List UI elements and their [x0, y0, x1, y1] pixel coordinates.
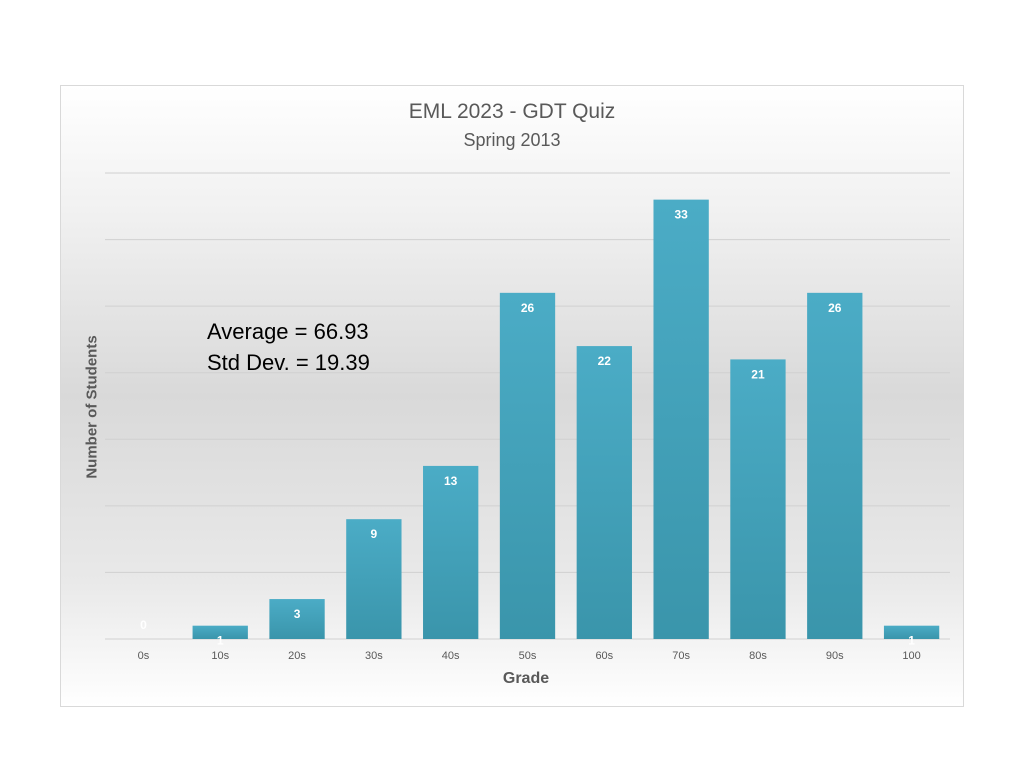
bar-100	[883, 625, 940, 639]
x-tick-label: 40s	[442, 650, 460, 662]
bar-20s	[269, 599, 325, 639]
data-label-100: 1	[908, 634, 915, 648]
bar-30s	[346, 519, 402, 639]
x-tick-label: 90s	[826, 650, 844, 662]
x-tick-label: 100	[902, 650, 920, 662]
bar-60s	[576, 346, 632, 639]
data-label-30s: 9	[371, 527, 378, 541]
data-label-80s: 21	[751, 367, 765, 381]
chart-title: EML 2023 - GDT Quiz	[408, 100, 616, 123]
data-label-40s: 13	[444, 474, 458, 488]
x-tick-label: 50s	[519, 650, 537, 662]
average-annotation: Average = 66.93	[207, 319, 369, 344]
bar-80s	[730, 359, 786, 639]
data-label-50s: 26	[521, 301, 535, 315]
x-axis-label: Grade	[502, 670, 550, 687]
chart-subtitle: Spring 2013	[463, 130, 561, 150]
bar-10s	[192, 625, 248, 639]
x-tick-label: 70s	[672, 650, 690, 662]
data-label-90s: 26	[828, 301, 842, 315]
x-tick-label: 0s	[138, 650, 150, 662]
bar-50s	[499, 292, 556, 639]
x-tick-label: 10s	[211, 650, 229, 662]
bar-70s	[653, 199, 709, 639]
x-tick-label: 30s	[365, 650, 383, 662]
data-label-20s: 3	[294, 607, 301, 621]
bars: 0 0s 1 10s 3 20s 9 30s 13 40s 26 50s 22 60s 33 70s 21 80s…	[138, 199, 940, 662]
x-tick-label: 80s	[749, 650, 767, 662]
x-tick-label: 60s	[595, 650, 613, 662]
bar-40s	[423, 465, 479, 639]
bar-90s	[807, 292, 863, 639]
std-dev-annotation: Std Dev. = 19.39	[207, 350, 370, 375]
chart-area: EML 2023 - GDT Quiz Spring 2013 Number o…	[60, 85, 964, 707]
data-label-10s: 1	[217, 634, 224, 648]
x-tick-label: 20s	[288, 650, 306, 662]
data-label-60s: 22	[598, 354, 612, 368]
data-label-70s: 33	[674, 208, 688, 222]
bar-plot: 0 0s 1 10s 3 20s 9 30s 13 40s 26 50s 22 60s 33 70s 21 80s…	[105, 172, 950, 662]
data-label-0s: 0	[140, 618, 147, 632]
